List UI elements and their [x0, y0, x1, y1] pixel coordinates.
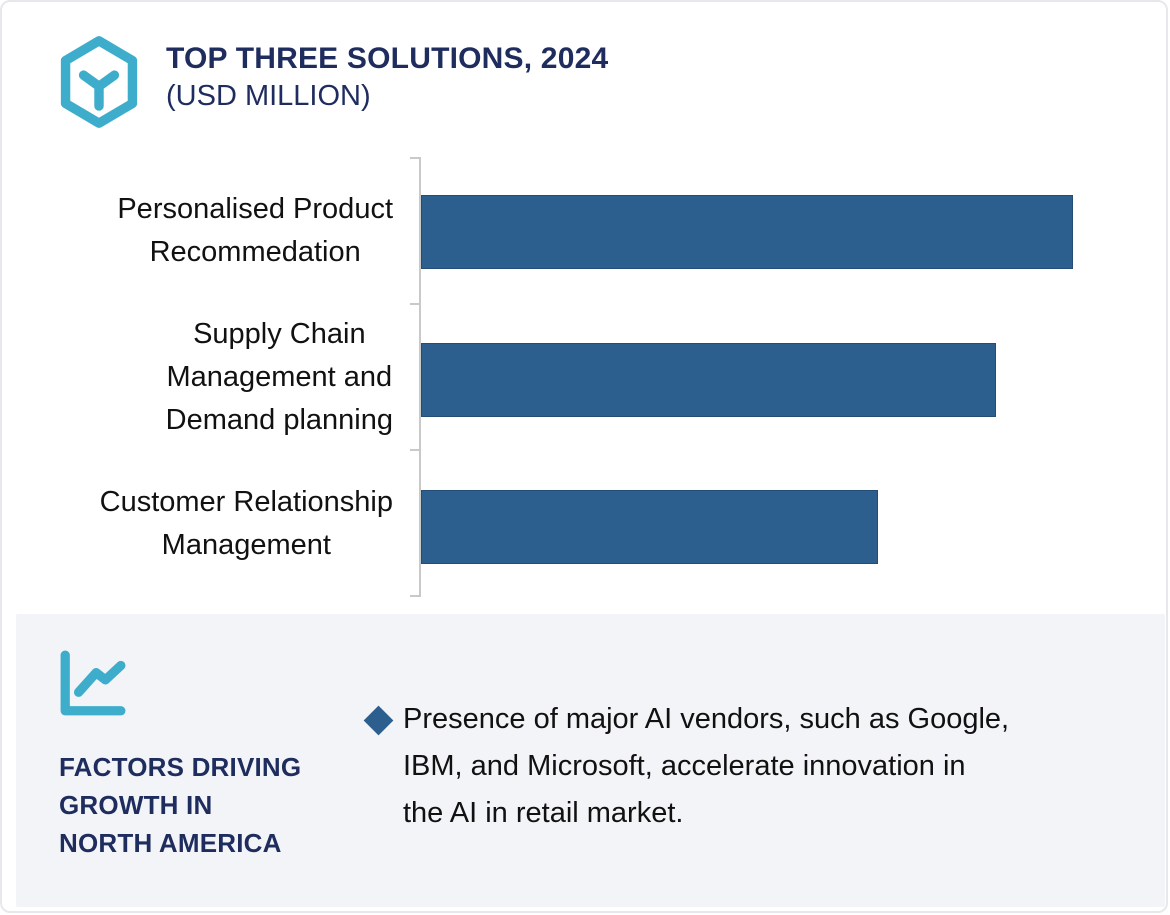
category-label-row: Customer Relationship Management [16, 450, 393, 597]
line-chart-icon [60, 650, 126, 716]
bar-customer-relationship-management [421, 490, 878, 564]
axis-tick [410, 303, 420, 305]
chart-units-subtitle: (USD MILLION) [166, 80, 371, 112]
factor-bullet-text: Presence of major AI vendors, such as Go… [403, 703, 1010, 829]
category-label-supply-chain-management: Supply Chain Management and Demand plann… [165, 317, 393, 436]
factor-bullet-item: Presence of major AI vendors, such as Go… [363, 696, 1010, 837]
factors-heading: FACTORS DRIVING GROWTH IN NORTH AMERICA [59, 752, 302, 858]
axis-tick [410, 595, 420, 597]
bar-personalised-product-recommendation [421, 195, 1073, 269]
axis-tick [410, 449, 420, 451]
chart-title-block: TOP THREE SOLUTIONS, 2024 (USD MILLION) [166, 40, 608, 115]
category-label-customer-relationship-management: Customer Relationship Management [99, 485, 393, 561]
chart-title: TOP THREE SOLUTIONS, 2024 [166, 42, 609, 75]
axis-tick [410, 157, 420, 159]
category-label-row: Personalised Product Recommedation [16, 157, 393, 304]
bar-supply-chain-management [421, 343, 996, 417]
category-axis [419, 157, 421, 597]
category-label-row: Supply Chain Management and Demand plann… [16, 304, 393, 450]
factors-panel: FACTORS DRIVING GROWTH IN NORTH AMERICA … [16, 614, 1165, 907]
hexagon-y-logo-icon [60, 36, 138, 128]
diamond-bullet-icon [363, 705, 394, 736]
category-label-personalised-product-recommendation: Personalised Product Recommedation [117, 192, 393, 268]
